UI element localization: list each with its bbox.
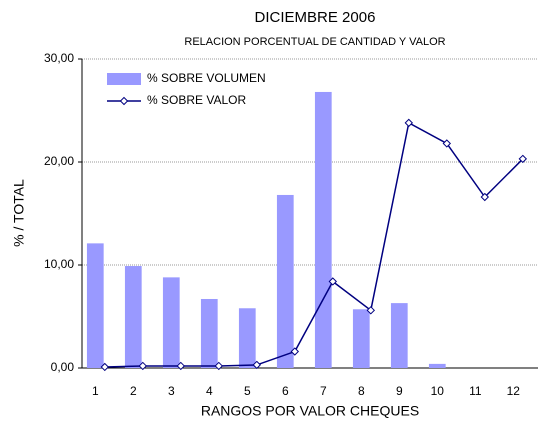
bar xyxy=(86,243,104,368)
marker xyxy=(442,139,452,148)
y-tick-label: 0,00 xyxy=(51,360,75,374)
marker xyxy=(252,360,262,370)
bar xyxy=(390,303,408,368)
marker xyxy=(328,277,338,286)
marker xyxy=(100,362,110,372)
marker xyxy=(366,306,376,315)
chart-title: DICIEMBRE 2006 xyxy=(255,9,376,26)
x-tick-label: 12 xyxy=(507,384,521,398)
x-tick-label: 6 xyxy=(282,384,289,398)
bar xyxy=(428,363,446,368)
bar xyxy=(352,309,370,368)
marker xyxy=(176,361,186,371)
chart-subtitle: RELACION PORCENTUAL DE CANTIDAD Y VALOR xyxy=(184,36,445,48)
marker xyxy=(214,361,224,371)
y-tick-label: 30,00 xyxy=(44,51,74,65)
bar xyxy=(314,91,332,369)
bar xyxy=(276,194,294,368)
y-axis-label: % / TOTAL xyxy=(11,179,27,247)
marker xyxy=(518,154,528,164)
marker xyxy=(290,347,300,356)
x-tick-label: 11 xyxy=(469,384,482,398)
x-tick-label: 8 xyxy=(358,384,365,398)
line xyxy=(104,121,524,368)
legend-label: % SOBRE VOLUMEN xyxy=(147,71,266,85)
x-tick-label: 4 xyxy=(206,384,213,398)
x-tick-label: 7 xyxy=(320,384,327,398)
x-tick-label: 9 xyxy=(396,384,403,398)
bar xyxy=(162,277,180,368)
x-tick-label: 2 xyxy=(130,384,137,398)
y-tick-label: 20,00 xyxy=(44,154,74,168)
bar xyxy=(124,266,142,368)
marker xyxy=(480,192,490,202)
legend-label: % SOBRE VALOR xyxy=(147,93,246,107)
bar xyxy=(238,308,256,368)
x-tick-label: 1 xyxy=(92,384,99,398)
bar xyxy=(200,298,218,368)
x-tick-label: 10 xyxy=(431,384,445,398)
marker xyxy=(138,361,148,371)
x-tick-label: 5 xyxy=(244,384,251,398)
marker xyxy=(404,118,414,128)
x-axis-label: RANGOS POR VALOR CHEQUES xyxy=(201,403,419,419)
legend-marker xyxy=(119,96,129,106)
y-tick-label: 10,00 xyxy=(44,257,74,271)
x-tick-label: 3 xyxy=(168,384,175,398)
legend-swatch xyxy=(107,73,141,85)
